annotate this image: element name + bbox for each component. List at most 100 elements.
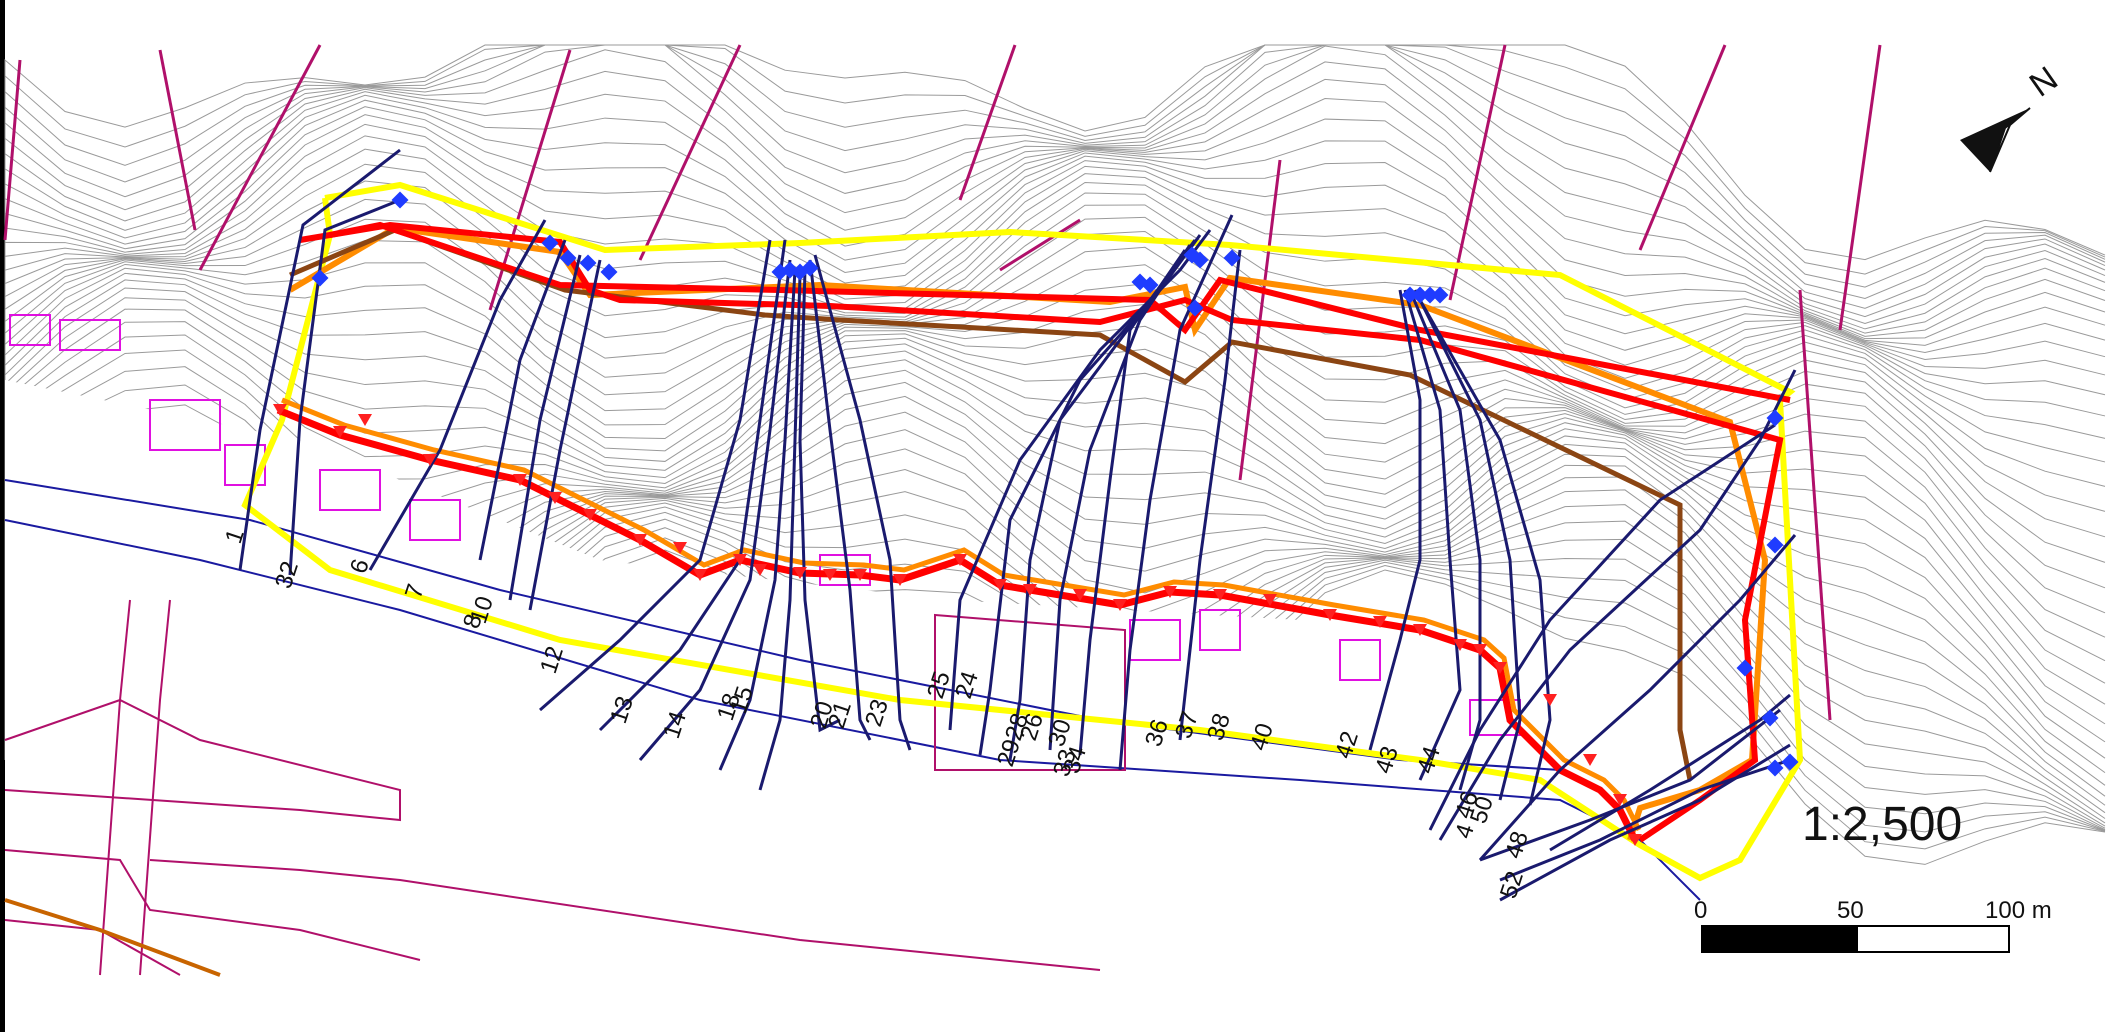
frame-edge-left [0, 0, 5, 1032]
trajectory-line [638, 259, 792, 761]
trajectory-line [1428, 423, 1776, 831]
stop-marker [1373, 616, 1387, 628]
building-outline [319, 469, 381, 511]
trajectory-line [368, 219, 547, 571]
valley-line [1638, 44, 1727, 251]
contour-line [4, 45, 2106, 324]
stop-marker [823, 569, 837, 581]
scale-bar-white [1856, 925, 2010, 953]
source-marker [391, 191, 409, 209]
valley-line [1838, 44, 1882, 331]
trajectory-line [1438, 369, 1797, 841]
stop-marker [1493, 662, 1507, 674]
building-outline [149, 399, 221, 451]
valley-line [638, 44, 742, 261]
stop-marker [423, 454, 437, 466]
building-outlines [9, 314, 1521, 771]
source-marker [311, 269, 329, 287]
stop-marker [1613, 794, 1627, 806]
road-line [139, 599, 171, 976]
stop-marker [548, 492, 562, 504]
valley-lines [3, 44, 1882, 721]
stop-marker [273, 404, 287, 416]
trajectory-line [1499, 758, 1791, 882]
stop-marker [673, 542, 687, 554]
stop-marker [1543, 694, 1557, 706]
trajectory-line [238, 148, 401, 571]
trajectory-line [1549, 693, 1791, 852]
contour-line [4, 78, 2106, 334]
valley-line [158, 49, 197, 231]
stop-marker [733, 554, 747, 566]
stop-marker [1413, 624, 1427, 636]
valley-line [198, 44, 322, 271]
stop-marker [633, 534, 647, 546]
trajectory-line [1499, 743, 1791, 902]
stop-marker [1583, 754, 1597, 766]
stop-marker [583, 509, 597, 521]
scale-ratio: 1:2,500 [1802, 798, 1962, 851]
trajectory-line [1368, 289, 1422, 751]
stop-marker [993, 579, 1007, 591]
valley-line [958, 44, 1017, 201]
trajectory-line [478, 239, 567, 561]
contour-line [4, 98, 2106, 337]
trajectory-line [808, 259, 872, 741]
trajectory-line [1403, 289, 1462, 781]
rockfall-trajectories [238, 148, 1797, 902]
trajectory-line [813, 254, 912, 751]
trajectory-line [539, 239, 772, 712]
contour-line [4, 123, 2106, 354]
contour-line [4, 44, 2106, 288]
road-line [99, 599, 131, 976]
contour-line [4, 61, 2106, 330]
trajectory-line [718, 269, 797, 771]
zone-line-red-lower [276, 406, 1639, 842]
road-line-orange [4, 898, 221, 977]
north-arrow: N [1952, 58, 2076, 176]
source-marker [1736, 659, 1754, 677]
trajectory-line [1078, 249, 1187, 756]
trajectory-line [528, 259, 602, 611]
stop-marker [853, 569, 867, 581]
stop-marker [358, 414, 372, 426]
stop-marker [1023, 584, 1037, 596]
stop-marker [513, 474, 527, 486]
stop-marker [333, 426, 347, 438]
stop-marker [1263, 594, 1277, 606]
trajectory-line [508, 254, 582, 601]
source-marker [579, 254, 597, 272]
stop-marker [693, 569, 707, 581]
source-marker [1761, 709, 1779, 727]
stop-marker [893, 574, 907, 586]
stop-marker [1453, 639, 1467, 651]
road-line [4, 849, 421, 961]
contour-line [4, 44, 2106, 309]
contour-line [4, 106, 2106, 340]
north-arrow-icon [1960, 107, 2031, 173]
source-marker [801, 259, 819, 277]
contour-line [4, 163, 2106, 396]
contour-line [4, 246, 2106, 538]
contour-line [4, 204, 2106, 463]
trajectory-line [288, 198, 401, 576]
scale-bar: 0 50 100 m [1694, 897, 2052, 953]
trajectory-line [798, 269, 841, 733]
contour-line [4, 135, 2106, 361]
source-marker [1781, 753, 1799, 771]
building-outline [409, 499, 461, 541]
contour-line [4, 180, 2106, 417]
contour-line [4, 114, 2106, 346]
parking-lot-outline [934, 613, 1126, 771]
contour-line [4, 148, 2106, 376]
stop-marker [1113, 599, 1127, 611]
stop-marker [953, 554, 967, 566]
trajectory-line [948, 229, 1212, 731]
zone-line-orange-lower [281, 397, 1642, 832]
stop-marker [1073, 589, 1087, 601]
trajectory-line [1178, 249, 1242, 741]
valley-line [999, 218, 1081, 272]
valley-line [1448, 44, 1507, 301]
building-outline [9, 314, 51, 346]
